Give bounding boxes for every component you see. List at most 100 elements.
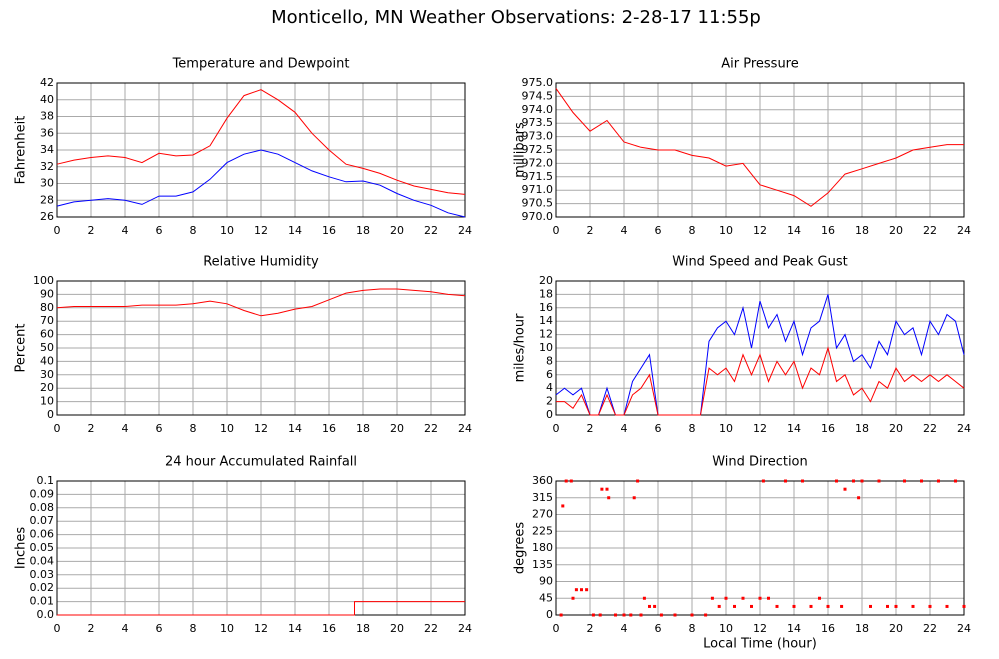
data-point: [911, 604, 915, 608]
x-tick-label: 8: [190, 224, 197, 237]
data-point: [642, 596, 646, 600]
data-line: [555, 88, 964, 207]
x-tick-label: 18: [356, 422, 370, 435]
y-tick-label: 971.0: [522, 183, 554, 196]
x-tick-label: 10: [719, 224, 733, 237]
data-line: [56, 89, 466, 195]
x-tick-label: 24: [957, 422, 971, 435]
data-point: [632, 496, 636, 500]
x-tick-label: 22: [424, 224, 438, 237]
y-tick-label: 0.03: [30, 568, 55, 581]
y-tick-label: 30: [40, 177, 54, 190]
data-point: [598, 613, 602, 617]
page-title: Monticello, MN Weather Observations: 2-2…: [271, 7, 761, 28]
x-tick-label: 12: [254, 422, 268, 435]
x-tick-label: 22: [424, 622, 438, 635]
y-tick-label: 0: [546, 608, 553, 621]
x-tick-label: 12: [254, 622, 268, 635]
x-tick-label: 20: [390, 622, 404, 635]
data-point: [750, 604, 753, 608]
x-tick-label: 4: [621, 622, 628, 635]
data-point: [704, 613, 708, 617]
y-tick-label: 972.0: [522, 156, 554, 169]
data-point: [653, 604, 657, 608]
y-tick-label: 90: [40, 287, 54, 300]
y-tick-label: 180: [532, 541, 553, 554]
x-tick-label: 16: [322, 224, 336, 237]
chart-title: Wind Direction: [712, 455, 808, 470]
x-tick-label: 8: [689, 224, 696, 237]
x-tick-label: 18: [855, 622, 869, 635]
plot-frame: [555, 280, 965, 416]
y-tick-label: 6: [546, 368, 553, 381]
x-tick-label: 14: [288, 622, 302, 635]
y-tick-label: 10: [40, 395, 54, 408]
y-tick-label: 40: [40, 93, 54, 106]
y-tick-label: 34: [40, 143, 54, 156]
x-tick-label: 16: [821, 622, 835, 635]
data-point: [605, 487, 609, 491]
y-tick-label: 100: [33, 274, 54, 287]
x-tick-label: 8: [689, 622, 696, 635]
x-tick-label: 6: [655, 224, 662, 237]
chart-title: 24 hour Accumulated Rainfall: [165, 455, 357, 470]
data-point: [741, 596, 745, 600]
y-tick-label: 20: [539, 274, 553, 287]
x-tick-label: 10: [220, 224, 234, 237]
data-point: [607, 496, 611, 500]
x-tick-label: 12: [254, 224, 268, 237]
y-tick-label: 0.06: [30, 528, 55, 541]
x-tick-label: 14: [288, 422, 302, 435]
chart-title: Wind Speed and Peak Gust: [672, 255, 847, 270]
x-tick-label: 12: [753, 422, 767, 435]
x-tick-label: 6: [156, 422, 163, 435]
data-point: [585, 588, 589, 592]
data-point: [775, 604, 779, 608]
y-tick-label: 40: [40, 354, 54, 367]
data-point: [571, 596, 575, 600]
x-tick-label: 14: [288, 224, 302, 237]
x-axis-label: Local Time (hour): [703, 637, 817, 652]
x-tick-label: 8: [689, 422, 696, 435]
chart-title: Temperature and Dewpoint: [172, 57, 350, 72]
y-tick-label: 974.0: [522, 103, 554, 116]
x-tick-label: 10: [220, 422, 234, 435]
data-point: [928, 604, 932, 608]
y-tick-label: 0.04: [30, 554, 55, 567]
x-tick-label: 16: [821, 422, 835, 435]
y-axis-label: Inches: [14, 527, 29, 569]
data-line: [56, 288, 466, 317]
x-tick-label: 0: [54, 224, 61, 237]
data-point: [614, 613, 617, 617]
data-point: [857, 496, 861, 500]
data-point: [860, 479, 864, 483]
y-tick-label: 975.0: [522, 76, 554, 89]
data-point: [580, 588, 583, 592]
x-tick-label: 22: [923, 224, 937, 237]
y-tick-label: 4: [546, 381, 553, 394]
data-point: [843, 487, 847, 491]
x-tick-label: 22: [923, 422, 937, 435]
y-tick-label: 0.1: [37, 474, 55, 487]
y-tick-label: 0.0: [37, 608, 55, 621]
x-tick-label: 2: [587, 422, 594, 435]
data-point: [673, 613, 677, 617]
x-tick-label: 4: [122, 622, 129, 635]
data-point: [636, 479, 640, 483]
x-tick-label: 4: [122, 224, 129, 237]
y-axis-label: miles/hour: [513, 313, 528, 382]
x-tick-label: 12: [753, 622, 767, 635]
x-tick-label: 18: [356, 622, 370, 635]
y-tick-label: 32: [40, 160, 54, 173]
y-tick-label: 80: [40, 301, 54, 314]
y-tick-label: 2: [546, 395, 553, 408]
x-tick-label: 0: [553, 224, 560, 237]
data-point: [937, 479, 940, 483]
y-tick-label: 225: [532, 524, 553, 537]
x-tick-label: 24: [957, 622, 971, 635]
data-point: [591, 613, 595, 617]
x-tick-label: 0: [54, 622, 61, 635]
x-tick-label: 20: [889, 422, 903, 435]
x-tick-label: 24: [458, 224, 472, 237]
